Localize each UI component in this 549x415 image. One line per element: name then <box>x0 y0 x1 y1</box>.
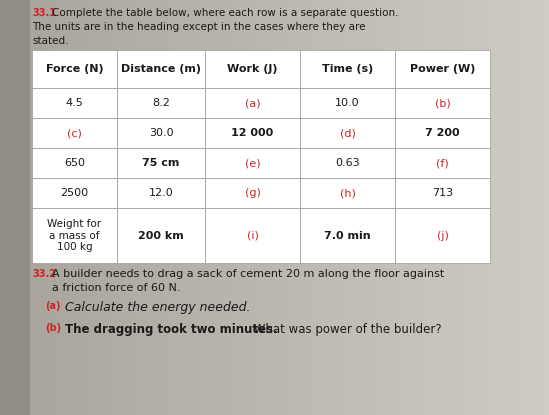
Bar <box>300 148 395 178</box>
Text: 33.1: 33.1 <box>32 8 56 18</box>
Text: a friction force of 60 N.: a friction force of 60 N. <box>52 283 181 293</box>
Text: 12.0: 12.0 <box>149 188 173 198</box>
Text: A builder needs to drag a sack of cement 20 m along the floor against: A builder needs to drag a sack of cement… <box>52 269 444 279</box>
Text: (e): (e) <box>245 158 260 168</box>
Bar <box>395 208 490 263</box>
Text: The units are in the heading except in the cases where they are: The units are in the heading except in t… <box>32 22 366 32</box>
Text: 10.0: 10.0 <box>335 98 360 108</box>
Text: Weight for
a mass of
100 kg: Weight for a mass of 100 kg <box>47 219 102 252</box>
Bar <box>395 50 490 88</box>
Bar <box>0 0 30 415</box>
Text: Distance (m): Distance (m) <box>121 64 201 74</box>
Text: 4.5: 4.5 <box>66 98 83 108</box>
Text: Work (J): Work (J) <box>227 64 278 74</box>
Text: (c): (c) <box>67 128 82 138</box>
Text: What was power of the builder?: What was power of the builder? <box>250 323 441 336</box>
Text: 8.2: 8.2 <box>152 98 170 108</box>
Bar <box>205 118 300 148</box>
Text: 650: 650 <box>64 158 85 168</box>
Text: (g): (g) <box>244 188 260 198</box>
Text: (b): (b) <box>45 323 61 333</box>
Text: 7 200: 7 200 <box>425 128 460 138</box>
Text: The dragging took two minutes.: The dragging took two minutes. <box>65 323 278 336</box>
Text: (a): (a) <box>45 301 60 311</box>
Bar <box>32 88 117 118</box>
Bar <box>205 178 300 208</box>
Text: (i): (i) <box>247 230 259 241</box>
Text: 0.63: 0.63 <box>335 158 360 168</box>
Text: 200 km: 200 km <box>138 230 184 241</box>
Text: (f): (f) <box>436 158 449 168</box>
Text: Calculate the energy needed.: Calculate the energy needed. <box>65 301 250 314</box>
Bar <box>117 178 205 208</box>
Text: 33.2: 33.2 <box>32 269 56 279</box>
Text: 12 000: 12 000 <box>231 128 273 138</box>
Bar <box>205 50 300 88</box>
Bar <box>205 148 300 178</box>
Text: (j): (j) <box>436 230 449 241</box>
Bar <box>117 148 205 178</box>
Bar <box>205 208 300 263</box>
Text: 2500: 2500 <box>60 188 88 198</box>
Bar <box>300 178 395 208</box>
Bar <box>117 50 205 88</box>
Text: (a): (a) <box>245 98 260 108</box>
Bar <box>300 208 395 263</box>
Bar <box>32 148 117 178</box>
Text: Power (W): Power (W) <box>410 64 475 74</box>
Text: 75 cm: 75 cm <box>142 158 180 168</box>
Text: 30.0: 30.0 <box>149 128 173 138</box>
Text: (b): (b) <box>435 98 450 108</box>
Bar <box>395 88 490 118</box>
Text: 713: 713 <box>432 188 453 198</box>
Bar <box>300 88 395 118</box>
Text: Time (s): Time (s) <box>322 64 373 74</box>
Bar <box>32 208 117 263</box>
Text: stated.: stated. <box>32 36 69 46</box>
Text: (d): (d) <box>340 128 355 138</box>
Bar <box>300 118 395 148</box>
Bar <box>205 88 300 118</box>
Bar <box>32 50 117 88</box>
Text: 7.0 min: 7.0 min <box>324 230 371 241</box>
Text: (h): (h) <box>340 188 355 198</box>
Bar <box>117 118 205 148</box>
Bar <box>300 50 395 88</box>
Bar <box>32 118 117 148</box>
Bar <box>32 178 117 208</box>
Text: Complete the table below, where each row is a separate question.: Complete the table below, where each row… <box>52 8 399 18</box>
Bar <box>395 118 490 148</box>
Bar <box>395 148 490 178</box>
Text: Force (N): Force (N) <box>46 64 103 74</box>
Bar <box>395 178 490 208</box>
Bar <box>117 208 205 263</box>
Bar <box>117 88 205 118</box>
